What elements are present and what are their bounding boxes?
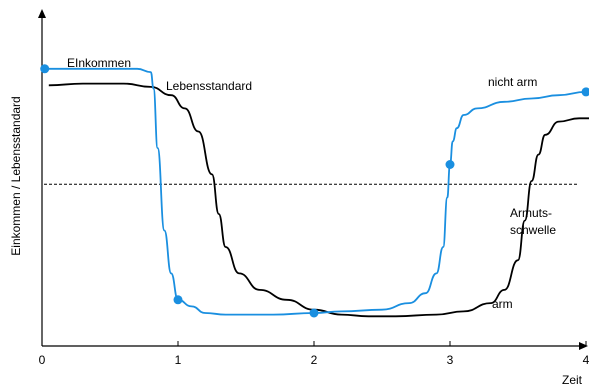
armutsschwelle-label-line1: Armuts- [510, 206, 552, 220]
einkommen-markers [40, 64, 589, 318]
arm-annotation: arm [492, 297, 513, 311]
x-axis-arrow [579, 342, 588, 350]
x-tick-label-3: 3 [447, 353, 454, 367]
y-axis-label: Einkommen / Lebensstandard [9, 96, 23, 255]
x-tick-label-4: 4 [583, 353, 589, 367]
einkommen-annotation: EInkommen [67, 56, 131, 70]
x-ticks: 0 1 2 3 4 [39, 341, 589, 367]
x-tick-label-0: 0 [39, 353, 46, 367]
lebensstandard-line [48, 82, 589, 318]
x-tick-label-1: 1 [175, 353, 182, 367]
y-axis-arrow [38, 9, 46, 18]
einkommen-marker-3 [445, 160, 455, 169]
x-tick-label-2: 2 [311, 353, 318, 367]
einkommen-line [44, 67, 589, 316]
nicht-arm-annotation: nicht arm [488, 75, 537, 89]
armutsschwelle-label-line2: schwelle [510, 223, 556, 237]
einkommen-marker-0 [40, 64, 50, 74]
einkommen-marker-1 [173, 295, 183, 305]
x-axis-label: Zeit [562, 373, 583, 387]
einkommen-marker-4 [581, 87, 589, 97]
einkommen-marker-2 [309, 308, 319, 318]
lebensstandard-annotation: Lebensstandard [166, 79, 252, 93]
